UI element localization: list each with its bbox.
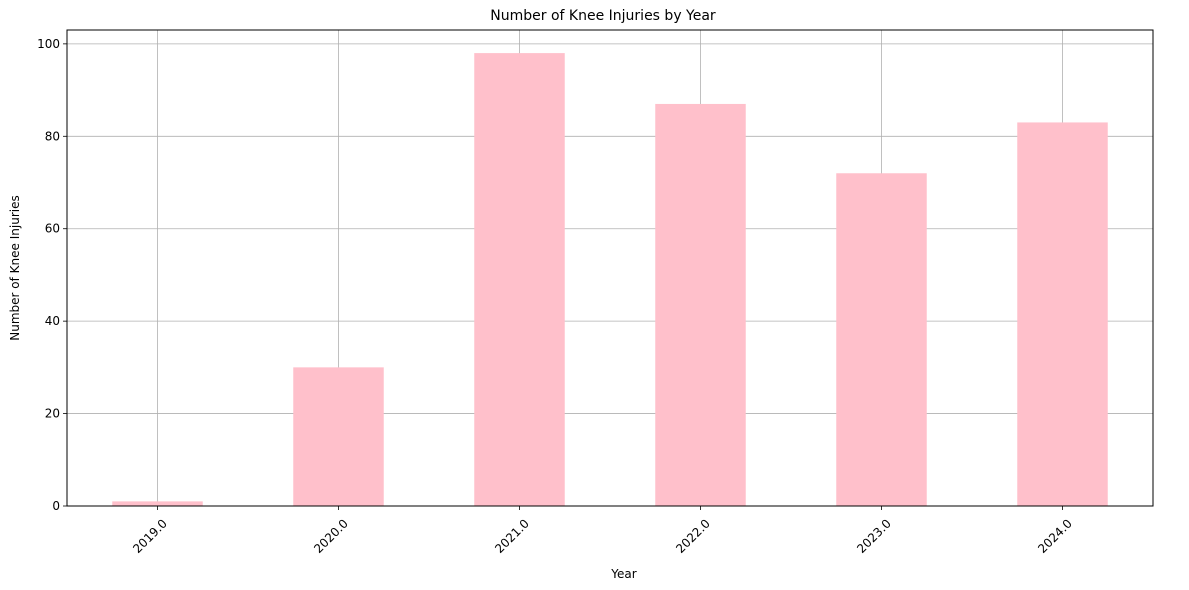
y-axis-label: Number of Knee Injuries xyxy=(8,195,22,340)
x-tick-label: 2019.0 xyxy=(130,516,170,556)
x-tick-label: 2022.0 xyxy=(673,516,713,556)
x-axis-ticks: 2019.0 2020.0 2021.0 2022.0 2023.0 2024.0 xyxy=(130,506,1075,556)
y-tick-label: 60 xyxy=(45,222,60,236)
bar-2023.0 xyxy=(836,173,927,506)
bar-2022.0 xyxy=(655,103,746,507)
x-tick-label: 2020.0 xyxy=(311,516,351,556)
x-tick-label: 2024.0 xyxy=(1035,516,1075,556)
grid-lines xyxy=(67,30,1153,507)
bar-2024.0 xyxy=(1017,122,1108,506)
y-axis-ticks: 0 20 40 60 80 100 xyxy=(37,37,67,513)
bars xyxy=(112,53,1108,507)
x-axis-label: Year xyxy=(610,567,636,581)
bar-2021.0 xyxy=(474,53,565,506)
x-tick-label: 2021.0 xyxy=(492,516,532,556)
x-tick-label: 2023.0 xyxy=(854,516,894,556)
y-tick-label: 80 xyxy=(45,129,60,143)
bar-2019.0 xyxy=(112,501,203,506)
chart-title: Number of Knee Injuries by Year xyxy=(490,8,716,24)
y-tick-label: 40 xyxy=(45,314,60,328)
y-tick-label: 20 xyxy=(45,407,60,421)
y-tick-label: 0 xyxy=(52,499,60,513)
plot-frame xyxy=(66,29,1154,507)
y-tick-label: 100 xyxy=(37,37,60,51)
bar-2020.0 xyxy=(293,367,384,506)
